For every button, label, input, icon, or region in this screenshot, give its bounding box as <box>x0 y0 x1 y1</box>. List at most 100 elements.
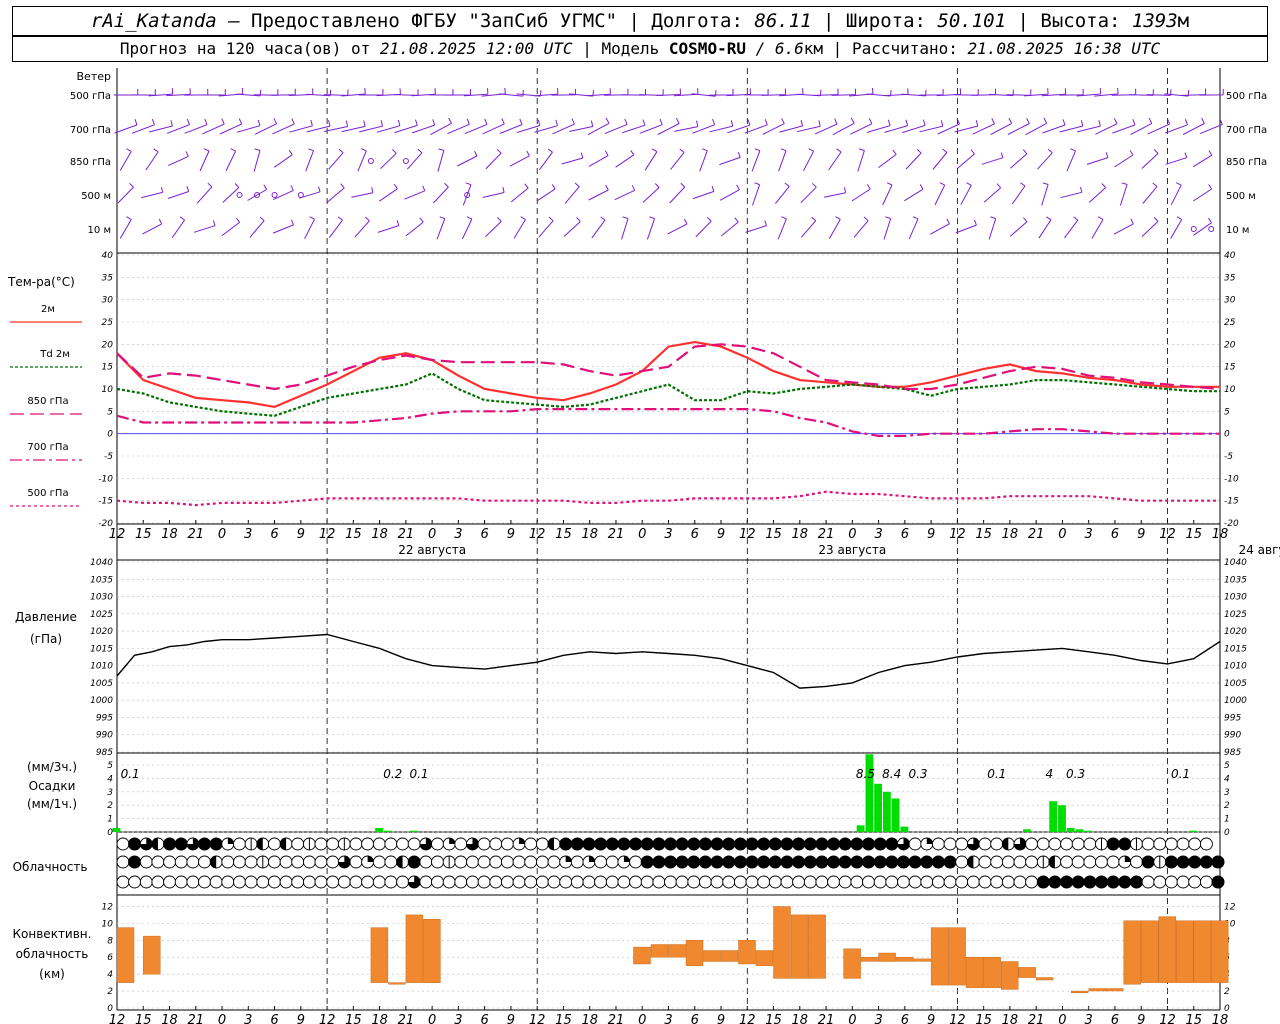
cloud-clear <box>314 837 328 851</box>
cloud-full <box>582 837 596 851</box>
precip-value-label: 0.1 <box>121 767 140 781</box>
cloud-full <box>745 837 759 851</box>
wind-barb-feather <box>624 118 628 125</box>
wind-barb <box>588 155 609 167</box>
wind-barb-feather <box>204 118 208 125</box>
wind-barb-feather <box>892 149 897 155</box>
wind-barb-feather <box>1101 183 1106 188</box>
wind-barb-feather <box>850 117 855 124</box>
time-axis-bottom-tick-label: 18 <box>581 1013 598 1024</box>
pressure-ytick-left: 1025 <box>90 610 113 620</box>
precip-bar <box>865 754 874 832</box>
wind-barb <box>988 218 997 240</box>
wind-barb-feather <box>835 216 841 220</box>
wind-barb-feather <box>887 119 891 126</box>
cloud-full <box>873 837 887 851</box>
wind-barb <box>184 124 208 134</box>
wind-level-label-right: 850 гПа <box>1226 157 1267 168</box>
conv-bar <box>405 914 424 983</box>
cloud-full <box>780 855 794 869</box>
wind-barb <box>932 152 948 170</box>
wind-barb <box>323 94 348 96</box>
wind-barb <box>803 150 815 172</box>
cloud-clear <box>524 875 538 889</box>
time-axis-bottom-tick-label: 18 <box>161 1013 178 1024</box>
cloud-clear <box>978 875 992 889</box>
wind-barb-feather <box>1099 87 1102 95</box>
wind-barb-feather <box>1130 218 1134 225</box>
cloud-full <box>128 837 142 851</box>
wind-barb-feather <box>310 119 313 126</box>
time-axis-mid-tick-label: 18 <box>792 527 809 542</box>
wind-barb-feather <box>259 216 265 221</box>
wind-barb-feather <box>675 117 680 124</box>
cloud-full <box>1211 875 1225 889</box>
wind-barb-feather <box>1176 182 1182 186</box>
time-axis-bottom-tick-label: 0 <box>638 1013 646 1024</box>
temp-ytick-left: 5 <box>107 407 113 417</box>
wind-barb <box>534 125 558 133</box>
precip-bar <box>410 830 419 832</box>
time-axis-mid-tick-label: 0 <box>638 527 646 542</box>
wind-barb-feather <box>364 216 370 222</box>
wind-barb <box>433 186 449 204</box>
wind-barb <box>695 220 712 238</box>
wind-barb <box>800 186 817 204</box>
wind-barb <box>1114 154 1134 168</box>
header-sep-1: | <box>617 10 652 32</box>
cloud-clear <box>267 837 281 851</box>
conv-bar <box>116 927 135 983</box>
wind-barb <box>1007 123 1030 135</box>
cloud-clear <box>512 875 526 889</box>
wind-barb-feather <box>212 220 216 226</box>
precip-ytick-right: 0 <box>1224 828 1230 838</box>
cloud-clear <box>978 855 992 869</box>
time-axis-bottom-tick-label: 6 <box>901 1013 909 1024</box>
wind-barb <box>919 125 943 133</box>
wind-barb-feather <box>318 186 321 192</box>
cloud-clear <box>267 875 281 889</box>
wind-calm-circle <box>1208 226 1215 232</box>
wind-barb <box>236 93 261 97</box>
wind-barb-feather <box>1184 119 1188 125</box>
wind-barb-feather <box>571 118 575 125</box>
wind-barb <box>667 223 688 235</box>
cloud-clear <box>990 837 1004 851</box>
conv-ytick-left: 2 <box>107 987 113 997</box>
time-axis-bottom-tick-label: 9 <box>297 1013 305 1024</box>
wind-barb-feather <box>126 148 132 152</box>
temp-ytick-left: 30 <box>102 296 114 306</box>
precip-ytick-left: 1 <box>107 815 113 825</box>
wind-barb <box>351 192 374 198</box>
wind-barb-feather <box>736 184 740 190</box>
temp-ytick-left: 0 <box>107 430 113 440</box>
wind-barb-feather <box>522 90 524 97</box>
wind-barb <box>778 150 787 172</box>
time-axis-bottom-tick-label: 18 <box>1002 1013 1019 1024</box>
cloud-clear <box>850 875 864 889</box>
cloud-full <box>1118 875 1132 889</box>
wind-barb <box>1193 222 1212 236</box>
cloud-clear <box>1176 875 1190 889</box>
wind-barb <box>148 125 173 133</box>
wind-barb-feather <box>659 118 663 125</box>
wind-barb-feather <box>747 119 751 126</box>
temp-series-line <box>116 343 1221 391</box>
precip-bar <box>1058 805 1066 832</box>
precip-bar <box>900 826 909 832</box>
cloud-clear <box>605 855 619 869</box>
altitude-label: Высота: <box>1040 10 1132 32</box>
wind-barb <box>989 93 1014 97</box>
wind-calm-circle <box>236 192 243 198</box>
wind-barb-feather <box>712 118 716 125</box>
wind-barb <box>131 124 155 134</box>
wind-level-label-left: 700 гПа <box>70 125 111 136</box>
temp-series-line <box>116 408 1220 437</box>
time-axis-mid-tick-label: 18 <box>1002 527 1019 542</box>
precip-bar <box>1084 830 1093 832</box>
wind-barb-feather <box>1201 117 1205 124</box>
wind-barb-feather <box>466 216 473 220</box>
wind-barb <box>166 124 190 134</box>
wind-barb <box>499 124 523 134</box>
wind-barb-feather <box>254 148 261 151</box>
